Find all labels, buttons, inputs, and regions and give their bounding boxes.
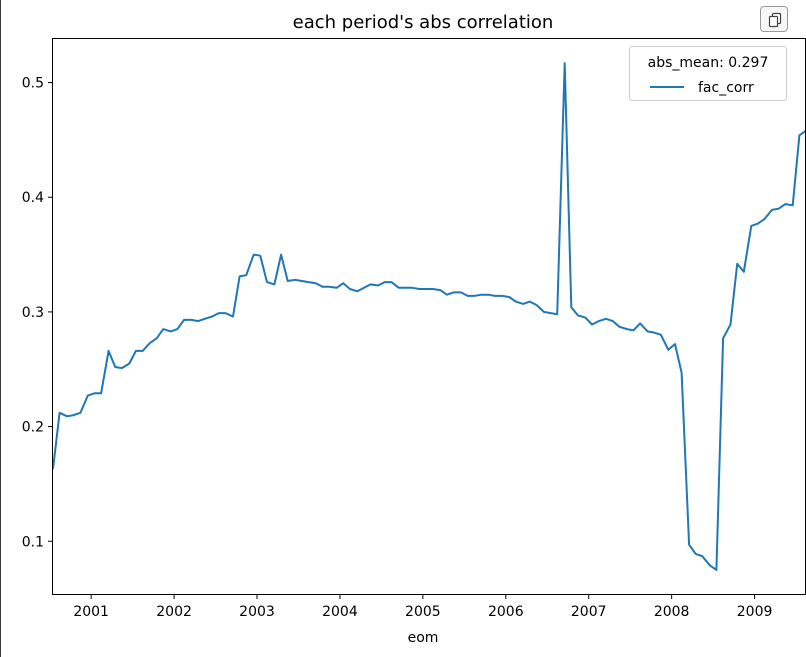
x-tick-label: 2006 [488, 604, 524, 620]
y-tick-label: 0.3 [22, 305, 44, 321]
y-axis: 0.1 0.2 0.3 0.4 0.5 [22, 76, 53, 550]
copy-button[interactable] [760, 6, 788, 32]
x-tick-label: 2002 [156, 604, 192, 620]
copy-icon [768, 12, 782, 28]
legend-title: abs_mean: 0.297 [648, 55, 769, 71]
y-tick-label: 0.1 [22, 534, 44, 550]
x-tick-label: 2008 [654, 604, 690, 620]
x-axis: 2001 2002 2003 2004 2005 2006 2007 2008 2009 [73, 594, 772, 620]
y-tick-label: 0.4 [22, 190, 44, 206]
chart-title: each period's abs correlation [293, 12, 554, 33]
x-tick-label: 2001 [73, 604, 109, 620]
plot-area [52, 62, 806, 571]
x-tick-label: 2009 [737, 604, 773, 620]
y-tick-label: 0.5 [22, 76, 44, 92]
y-tick-label: 0.2 [22, 420, 44, 436]
legend: abs_mean: 0.297 fac_corr [629, 46, 787, 101]
series-line-fac-corr [52, 62, 806, 571]
window-left-border [0, 0, 1, 657]
axes-frame [52, 38, 806, 595]
x-tick-label: 2005 [405, 604, 441, 620]
x-tick-label: 2003 [239, 604, 275, 620]
legend-label-fac-corr: fac_corr [698, 80, 754, 96]
x-tick-label: 2004 [322, 604, 358, 620]
x-axis-label: eom [408, 630, 439, 646]
x-tick-label: 2007 [571, 604, 607, 620]
